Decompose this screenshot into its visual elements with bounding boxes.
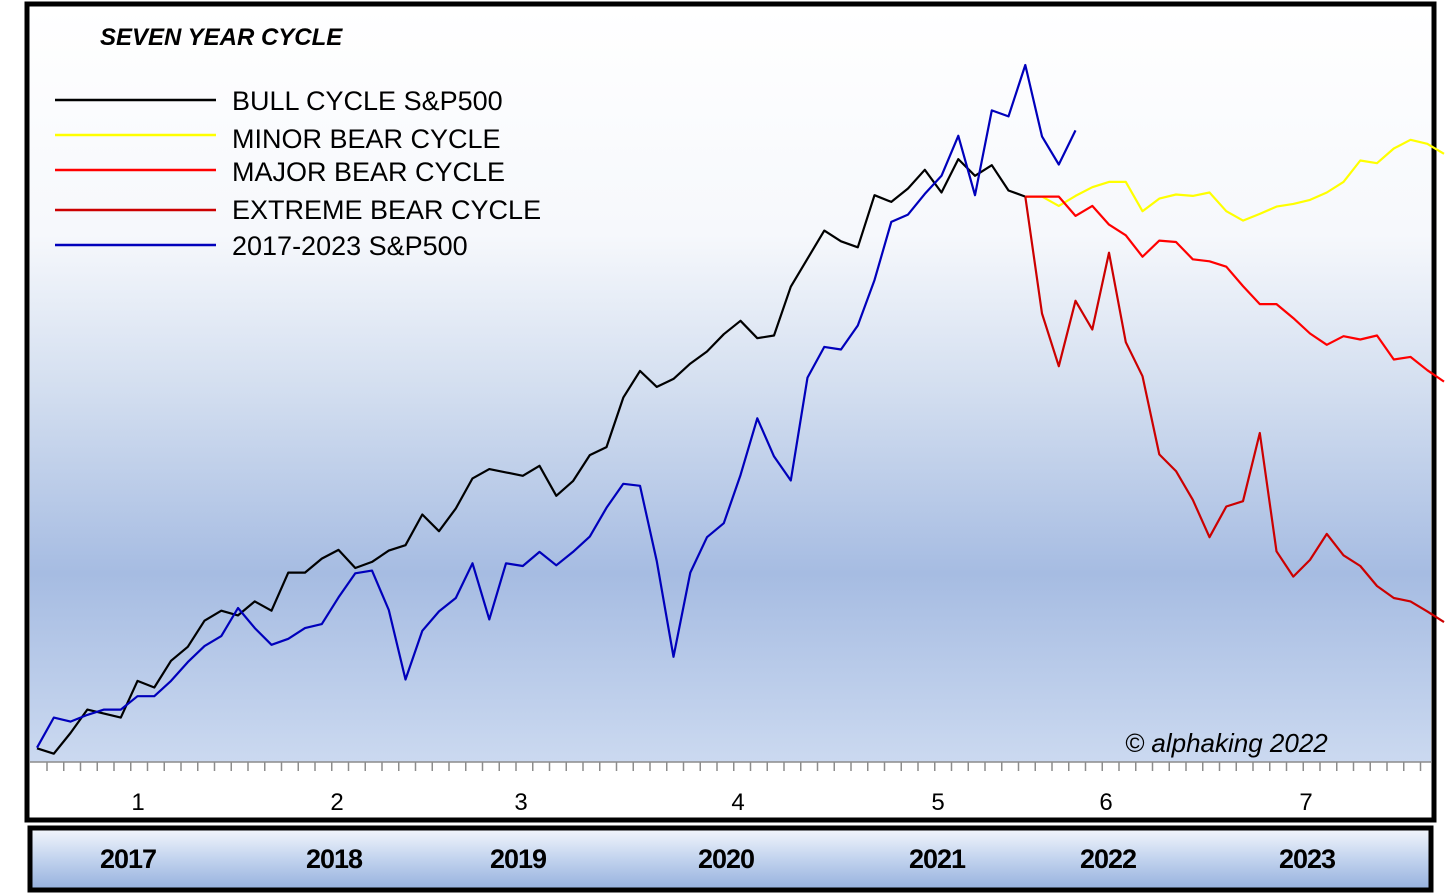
series-line-major-bear [1025, 195, 1445, 383]
x-tick-label: 4 [731, 789, 744, 816]
series-line-extreme-bear [1024, 196, 1445, 624]
year-label: 2021 [909, 844, 966, 874]
year-labels: 2017 2018 2019 2020 2021 2022 2023 [100, 844, 1337, 874]
legend-label-major-bear: MAJOR BEAR CYCLE [232, 157, 505, 187]
credit-text: © alphaking 2022 [1125, 728, 1328, 758]
x-tick-label: 5 [931, 789, 944, 816]
legend-item-bull: BULL CYCLE S&P500 [55, 86, 503, 116]
series-line-minor-bear [1025, 138, 1445, 222]
x-tick-label: 1 [131, 789, 144, 816]
year-label: 2020 [698, 844, 754, 874]
series-lines [36, 63, 1445, 755]
x-tick-label: 7 [1299, 789, 1312, 816]
legend-item-extreme-bear: EXTREME BEAR CYCLE [55, 195, 541, 225]
plot-area [30, 8, 1431, 762]
year-bar [27, 825, 1434, 893]
x-axis-ticks [46, 762, 1422, 771]
legend-item-major-bear: MAJOR BEAR CYCLE [55, 157, 505, 187]
legend-label-sp500-2017-2023: 2017-2023 S&P500 [232, 231, 468, 261]
legend-item-minor-bear: MINOR BEAR CYCLE [55, 124, 501, 154]
series-line-sp500-2017-2023 [36, 63, 1077, 749]
x-tick-label: 3 [514, 789, 527, 816]
x-tick-label: 6 [1099, 789, 1112, 816]
year-label: 2022 [1080, 844, 1136, 874]
legend: BULL CYCLE S&P500 MINOR BEAR CYCLE MAJOR… [55, 86, 541, 261]
year-label: 2019 [490, 844, 547, 874]
year-label: 2018 [306, 844, 363, 874]
x-axis-tick-labels: 1 2 3 4 5 6 7 [131, 789, 1312, 816]
year-label: 2023 [1279, 844, 1336, 874]
legend-label-minor-bear: MINOR BEAR CYCLE [232, 124, 501, 154]
legend-item-sp500-2017-2023: 2017-2023 S&P500 [55, 231, 468, 261]
chart-title: SEVEN YEAR CYCLE [100, 24, 343, 51]
x-tick-label: 2 [330, 789, 343, 816]
year-label: 2017 [100, 844, 156, 874]
series-line-bull [36, 158, 1026, 755]
legend-label-bull: BULL CYCLE S&P500 [232, 86, 503, 116]
legend-label-extreme-bear: EXTREME BEAR CYCLE [232, 195, 541, 225]
